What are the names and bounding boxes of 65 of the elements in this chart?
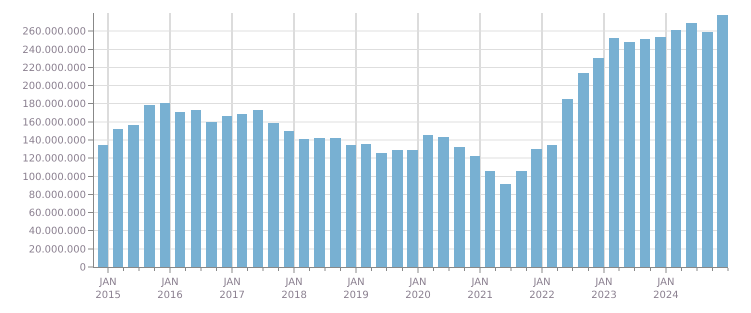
- y-tick-label: 120.000.000: [22, 154, 86, 165]
- bar: [222, 116, 232, 267]
- bar: [346, 145, 356, 267]
- bar: [407, 150, 418, 267]
- x-tick-label: JAN 2020: [405, 277, 431, 301]
- x-tick-label: JAN 2015: [95, 277, 121, 301]
- y-tick-label: 80.000.000: [28, 190, 86, 201]
- bar: [500, 184, 511, 267]
- bar: [206, 122, 217, 267]
- y-tick-label: 60.000.000: [28, 208, 86, 220]
- bar: [175, 112, 185, 267]
- x-tick-label: JAN 2024: [653, 277, 679, 301]
- bar: [454, 147, 465, 267]
- bar: [717, 15, 728, 267]
- bar: [624, 42, 635, 267]
- bar: [640, 39, 650, 267]
- y-tick-label: 160.000.000: [22, 117, 86, 128]
- bar: [438, 137, 449, 267]
- x-tick-label: JAN 2018: [281, 277, 307, 301]
- bar: [392, 150, 403, 267]
- y-tick-label: 220.000.000: [22, 62, 86, 74]
- bar: [671, 30, 681, 267]
- x-tick-label: JAN 2021: [467, 277, 493, 301]
- bar: [284, 131, 294, 267]
- bar: [578, 73, 589, 267]
- x-tick-label: JAN 2019: [343, 277, 369, 301]
- bar: [470, 156, 480, 267]
- bar: [423, 135, 433, 267]
- bar: [113, 129, 123, 267]
- bar: [361, 144, 371, 267]
- bar: [593, 58, 604, 267]
- bar: [144, 105, 155, 267]
- x-tick-label: JAN 2016: [157, 277, 183, 301]
- y-tick-label: 180.000.000: [22, 99, 86, 110]
- bar: [562, 99, 573, 267]
- bar: [609, 38, 619, 267]
- y-tick-label: 240.000.000: [22, 44, 86, 56]
- bar: [237, 114, 247, 267]
- bar: [376, 153, 387, 267]
- bar: [702, 32, 713, 267]
- bar: [485, 171, 495, 267]
- y-tick-label: 40.000.000: [28, 226, 86, 238]
- y-tick-label: 200.000.000: [22, 81, 86, 92]
- bar: [516, 171, 527, 267]
- y-tick-label: 20.000.000: [28, 244, 86, 256]
- bar: [191, 110, 201, 267]
- bar: [330, 138, 341, 267]
- bar: [314, 138, 325, 267]
- bar: [686, 23, 697, 267]
- y-tick-label: 100.000.000: [22, 172, 86, 183]
- bar: [128, 125, 139, 267]
- bar: [531, 149, 542, 267]
- x-tick-label: JAN 2022: [529, 277, 555, 301]
- y-tick-label: 140.000.000: [22, 136, 86, 146]
- bar: [655, 37, 666, 267]
- bar: [253, 110, 263, 267]
- bar: [98, 145, 108, 267]
- bar: [547, 145, 557, 267]
- bar: [268, 123, 279, 267]
- bar: [160, 103, 170, 267]
- x-tick-label: JAN 2023: [591, 277, 617, 301]
- x-tick-label: JAN 2017: [219, 277, 245, 301]
- y-tick-label: 0: [80, 262, 86, 274]
- bar: [299, 139, 309, 267]
- y-tick-label: 260.000.000: [22, 26, 86, 38]
